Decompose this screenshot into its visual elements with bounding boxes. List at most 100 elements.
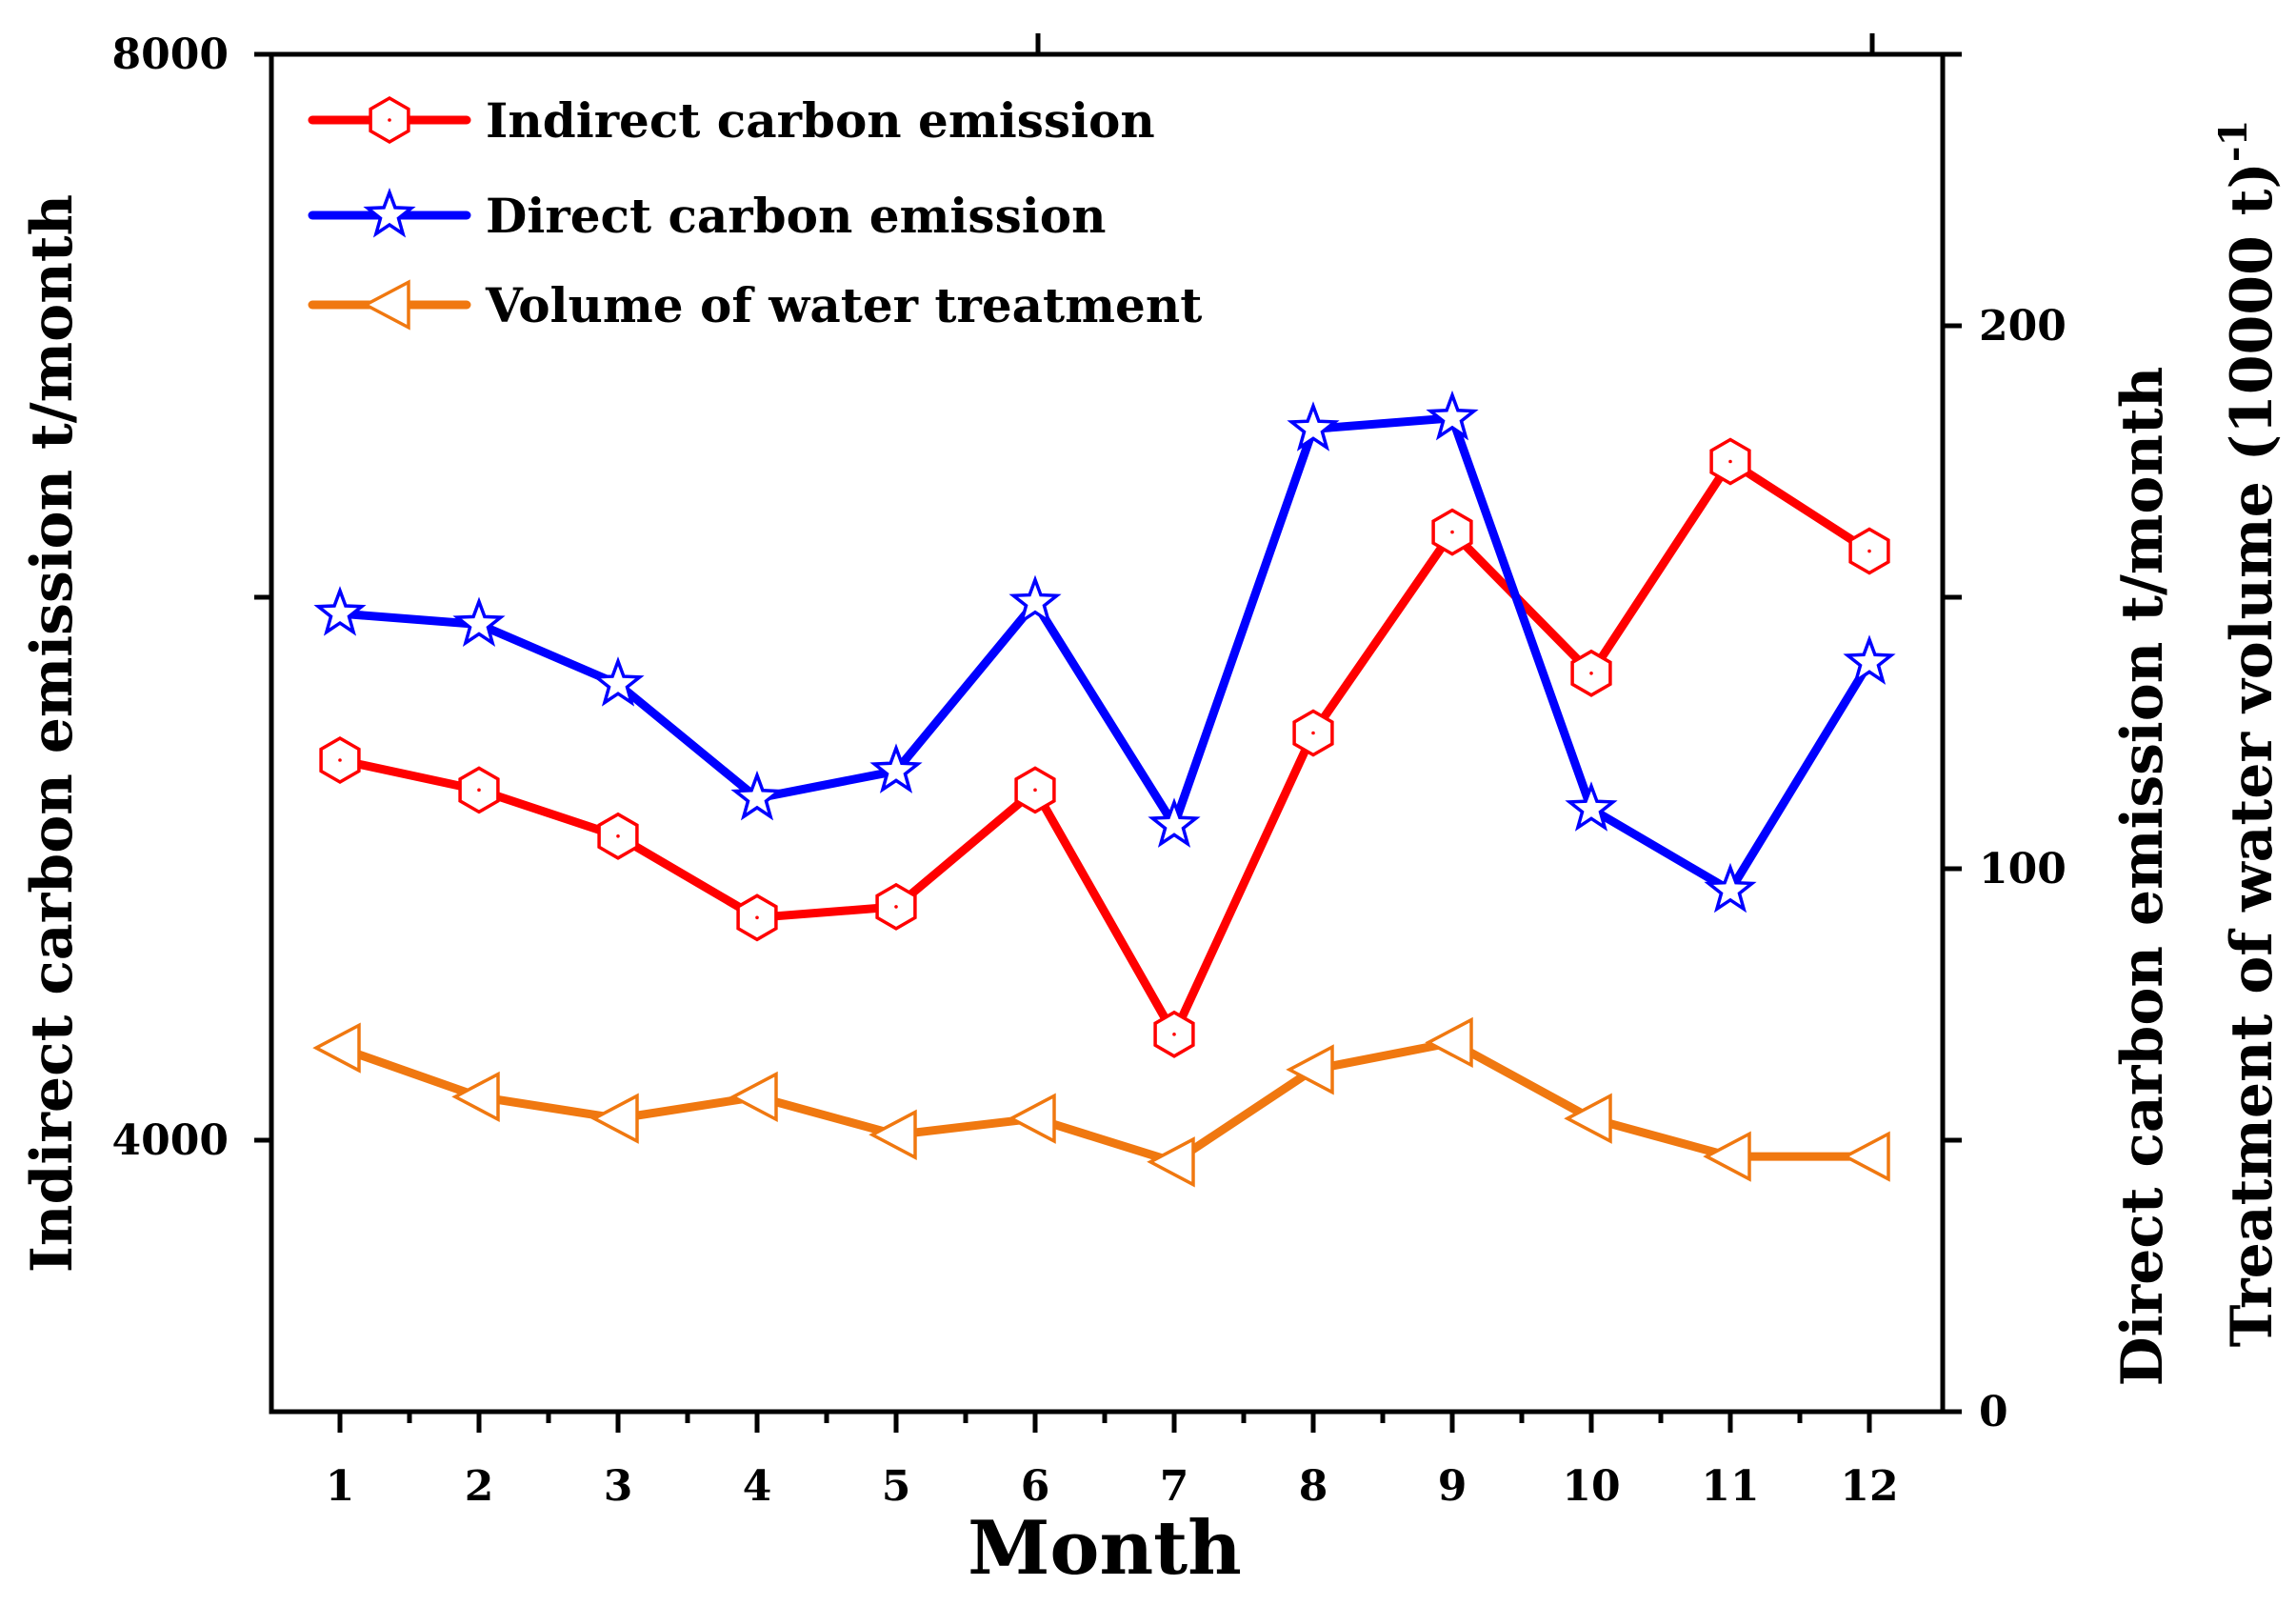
- x-tick-label: 11: [1701, 1462, 1759, 1511]
- hexagon-marker-dot: [616, 834, 620, 838]
- star-marker: [1565, 781, 1618, 832]
- series-segment: [1726, 657, 1874, 895]
- plot-frame: [269, 51, 1946, 1415]
- triangle-marker: [1008, 1093, 1056, 1144]
- hexagon-marker-dot: [1172, 1033, 1176, 1036]
- hexagon-marker-dot: [1311, 731, 1315, 735]
- series-segment: [474, 1092, 623, 1123]
- series-segment: [613, 832, 762, 922]
- right-tick-label: 200: [1979, 302, 2066, 351]
- right-axis-title-volume-main: Treatment of water volume (10000 t): [2219, 162, 2286, 1347]
- star-marker: [869, 743, 923, 793]
- triangle-marker: [1842, 1131, 1890, 1182]
- hexagon-marker-dot: [1450, 530, 1454, 534]
- triangle-marker: [1425, 1016, 1473, 1069]
- legend-label: Direct carbon emission: [486, 188, 1106, 244]
- series-segment: [1447, 413, 1596, 813]
- triangle-marker: [868, 1109, 917, 1160]
- series-segment: [613, 679, 762, 803]
- x-tick-label: 8: [1299, 1462, 1328, 1511]
- triangle-marker: [312, 1022, 361, 1074]
- series-segment: [891, 1114, 1040, 1139]
- star-marker: [363, 187, 416, 238]
- series-segment: [1308, 1037, 1457, 1074]
- x-tick-label: 1: [326, 1462, 355, 1511]
- star-marker: [1704, 862, 1757, 913]
- series-segment: [1447, 1037, 1596, 1123]
- series-segment: [752, 902, 901, 922]
- triangle-marker: [1703, 1131, 1751, 1182]
- triangle-marker: [1147, 1136, 1195, 1188]
- hexagon-marker-dot: [1867, 549, 1871, 553]
- series-segment: [1308, 528, 1457, 737]
- series-segment: [613, 1092, 762, 1123]
- series-segment: [891, 785, 1040, 912]
- hexagon-marker-dot: [338, 758, 342, 762]
- x-tick-label: 4: [743, 1462, 772, 1511]
- star-marker: [313, 586, 367, 636]
- right-axis-title-direct: Direct carbon emission t/month: [2109, 367, 2176, 1387]
- series-segment: [1308, 413, 1457, 433]
- series-segment: [335, 755, 484, 794]
- star-marker: [1287, 401, 1340, 452]
- x-tick-label: 12: [1840, 1462, 1898, 1511]
- star-marker: [452, 596, 506, 647]
- x-tick-label: 10: [1562, 1462, 1620, 1511]
- left-tick-label: 4000: [112, 1116, 229, 1165]
- star-marker: [1843, 634, 1896, 685]
- series-indirect: [319, 437, 1890, 1058]
- hexagon-marker-dot: [755, 915, 759, 920]
- star-marker: [1426, 390, 1479, 441]
- triangle-marker: [1564, 1093, 1612, 1144]
- series-segment: [1169, 729, 1318, 1039]
- right-axis-title-volume: Treatment of water volume (10000 t)-1: [2211, 120, 2286, 1348]
- series-group: [312, 390, 1896, 1188]
- triangle-marker: [590, 1093, 639, 1144]
- series-segment: [1030, 598, 1179, 830]
- right-tick-label: 100: [1979, 845, 2066, 893]
- star-marker: [1008, 574, 1062, 626]
- hexagon-marker-dot: [388, 118, 391, 122]
- series-direct: [313, 390, 1896, 913]
- series-segment: [752, 766, 901, 803]
- series-segment: [1587, 457, 1735, 678]
- left-tick-label: 8000: [112, 30, 229, 79]
- series-segment: [335, 1043, 484, 1101]
- star-marker: [591, 656, 645, 707]
- x-axis-title: Month: [968, 1505, 1242, 1592]
- series-segment: [1587, 804, 1735, 895]
- series-segment: [1169, 1065, 1318, 1167]
- hexagon-marker-dot: [1728, 459, 1732, 464]
- x-tick-label: 6: [1021, 1462, 1050, 1511]
- x-tick-label: 2: [465, 1462, 494, 1511]
- series-volume: [312, 1016, 1890, 1188]
- hexagon-marker-dot: [477, 788, 481, 793]
- series-segment: [474, 620, 623, 689]
- hexagon-marker-dot: [894, 905, 898, 909]
- series-segment: [1169, 424, 1318, 830]
- triangle-marker: [362, 279, 410, 331]
- series-segment: [335, 609, 484, 629]
- series-segment: [1030, 1114, 1179, 1167]
- left-axis-title: Indirect carbon emission t/month: [19, 194, 86, 1273]
- hexagon-marker-dot: [1033, 788, 1037, 793]
- x-tick-label: 3: [604, 1462, 633, 1511]
- legend-label: Volume of water treatment: [485, 277, 1202, 333]
- legend-label: Indirect carbon emission: [486, 92, 1155, 149]
- series-segment: [474, 785, 623, 841]
- triangle-marker: [451, 1071, 500, 1123]
- right-tick-label: 0: [1979, 1388, 2008, 1436]
- star-marker: [730, 770, 784, 821]
- star-marker: [1148, 797, 1201, 848]
- series-segment: [891, 598, 1040, 775]
- series-segment: [1030, 785, 1179, 1039]
- triangle-marker: [1286, 1044, 1334, 1095]
- right-axis-title-volume-sup: -1: [2211, 120, 2256, 162]
- x-tick-label: 9: [1438, 1462, 1467, 1511]
- legend: Indirect carbon emission Direct carbon em…: [308, 92, 1202, 333]
- series-segment: [1726, 457, 1874, 556]
- triangle-marker: [729, 1071, 778, 1123]
- hexagon-marker-dot: [1589, 672, 1593, 675]
